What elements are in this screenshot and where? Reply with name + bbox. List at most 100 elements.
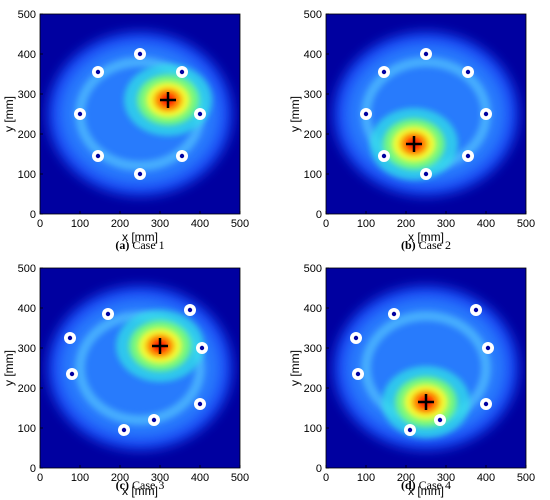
sensor-center [95,69,101,75]
sensor-center [381,153,387,159]
y-tick-label: 200 [304,383,322,395]
sensor-center [179,153,185,159]
sensor-marker [196,342,208,354]
sensor-marker [92,150,104,162]
sensor-marker [64,332,76,344]
x-tick-label: 500 [517,218,535,230]
y-tick-label: 500 [304,263,322,275]
x-tick-label: 0 [323,472,329,484]
sensor-center [483,401,489,407]
sensor-marker [352,368,364,380]
x-axis-label: x [mm] [122,230,158,244]
y-tick-label: 200 [18,383,36,395]
x-tick-label: 400 [191,218,209,230]
y-axis-label: y [mm] [2,350,16,386]
sensor-marker [480,108,492,120]
caption-letter: (a) [115,238,129,252]
sensor-marker [176,150,188,162]
y-tick-label: 300 [18,343,36,355]
y-tick-label: 300 [304,89,322,101]
y-tick-label: 100 [18,169,36,181]
y-tick-label: 0 [30,463,36,475]
y-tick-label: 400 [304,49,322,61]
sensor-center [151,417,157,423]
caption-letter: (d) [401,478,416,492]
x-tick-label: 200 [397,472,415,484]
x-axis-label: x [mm] [408,484,444,498]
x-tick-label: 300 [437,472,455,484]
y-tick-label: 100 [304,169,322,181]
sensor-center [179,69,185,75]
heatmap-field [48,286,232,450]
caption-letter: (b) [401,238,416,252]
caption-text: Case 3 [129,478,164,492]
x-tick-label: 300 [437,218,455,230]
panel-caption: (c) Case 3 [116,478,165,492]
y-tick-label: 200 [304,129,322,141]
panel-caption: (d) Case 4 [401,478,451,492]
sensor-marker [194,108,206,120]
panel-caption: (a) Case 1 [115,238,164,252]
x-axis-label: x [mm] [408,230,444,244]
sensor-marker [388,308,400,320]
sensor-center [407,427,413,433]
y-axis-label: y [mm] [288,96,302,132]
sensor-center [465,69,471,75]
y-tick-label: 100 [304,423,322,435]
sensor-marker [378,66,390,78]
sensor-center [197,401,203,407]
y-tick-label: 500 [304,9,322,21]
sensor-marker [74,108,86,120]
sensor-marker [480,398,492,410]
sensor-marker [420,168,432,180]
x-tick-label: 400 [191,472,209,484]
sensor-marker [134,168,146,180]
panel-1: 0 100 200 300 400 500 0 100 200 300 400 500 x [mm] y … [2,9,249,252]
sensor-marker [176,66,188,78]
sensor-marker [148,414,160,426]
source-marker [152,338,168,354]
sensor-center [391,311,397,317]
heatmap-field [334,286,518,450]
y-tick-label: 400 [304,303,322,315]
sensor-marker [194,398,206,410]
sensor-marker [350,332,362,344]
sensor-center [69,371,75,377]
caption-text: Case 1 [129,238,164,252]
plot-frame [325,267,527,469]
y-tick-label: 200 [18,129,36,141]
sensor-marker [360,108,372,120]
x-tick-label: 300 [151,472,169,484]
sensor-center [137,51,143,57]
sensor-center [355,371,361,377]
y-tick-label: 300 [18,89,36,101]
x-tick-label: 100 [71,472,89,484]
x-tick-label: 200 [111,218,129,230]
x-tick-label: 300 [151,218,169,230]
y-tick-label: 0 [316,209,322,221]
x-tick-label: 0 [37,218,43,230]
plot-frame [325,13,527,215]
sensor-center [473,307,479,313]
caption-letter: (c) [116,478,129,492]
sensor-center [95,153,101,159]
sensor-center [187,307,193,313]
sensor-center [381,69,387,75]
y-tick-label: 0 [316,463,322,475]
x-tick-label: 0 [37,472,43,484]
y-tick-label: 300 [304,343,322,355]
sensor-center [363,111,369,117]
sensor-marker [404,424,416,436]
panel-caption: (b) Case 2 [401,238,451,252]
x-tick-label: 200 [397,218,415,230]
sensor-center [485,345,491,351]
sensor-marker [482,342,494,354]
sensor-center [67,335,73,341]
y-tick-label: 100 [18,423,36,435]
sensor-marker [378,150,390,162]
sensor-center [437,417,443,423]
y-tick-label: 500 [18,263,36,275]
sensor-marker [184,304,196,316]
sensor-marker [434,414,446,426]
